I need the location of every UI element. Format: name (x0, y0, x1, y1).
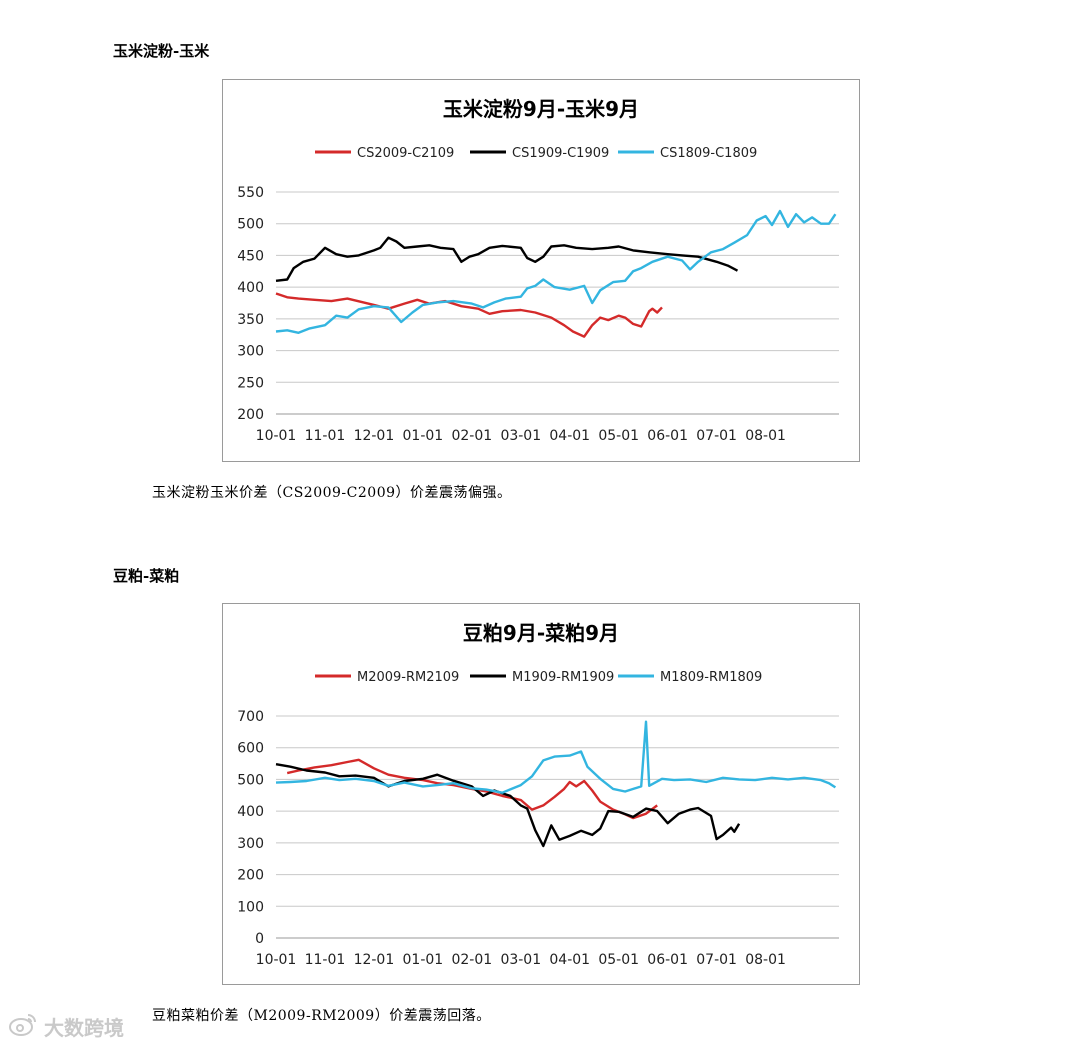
x-tick-label: 12-01 (354, 952, 395, 968)
y-tick-label: 700 (237, 709, 264, 725)
legend-label: M1909-RM1909 (512, 670, 614, 685)
x-tick-label: 11-01 (305, 428, 346, 444)
x-tick-label: 01-01 (403, 952, 444, 968)
y-tick-label: 500 (237, 772, 264, 788)
y-tick-label: 200 (237, 407, 264, 423)
y-tick-label: 350 (237, 312, 264, 328)
x-tick-label: 11-01 (305, 952, 346, 968)
y-tick-label: 400 (237, 280, 264, 296)
legend-entry: M1909-RM1909 (470, 670, 614, 685)
chart-corn-starch-spread: 玉米淀粉9月-玉米9月 CS2009-C2109 CS1909-C1909 CS180… (237, 97, 839, 444)
watermark-text: 大数跨境 (44, 1016, 124, 1040)
series-line (275, 292, 663, 338)
y-tick-label: 200 (237, 868, 264, 884)
series-line (275, 720, 837, 794)
x-tick-label: 05-01 (598, 952, 639, 968)
x-tick-label: 07-01 (696, 952, 737, 968)
legend-label: CS2009-C2109 (357, 146, 454, 161)
legend-entry: M2009-RM2109 (315, 670, 459, 685)
y-tick-label: 400 (237, 804, 264, 820)
y-tick-label: 300 (237, 836, 264, 852)
x-tick-label: 08-01 (745, 952, 786, 968)
legend-entry: M1809-RM1809 (618, 670, 762, 685)
caption-corn-starch: 玉米淀粉玉米价差（CS2009-C2009）价差震荡偏强。 (152, 485, 512, 501)
legend-label: M1809-RM1809 (660, 670, 762, 685)
legend-entry: CS1909-C1909 (470, 146, 609, 161)
x-tick-label: 12-01 (354, 428, 395, 444)
section-heading-meal: 豆粕-菜粕 (113, 567, 180, 585)
y-tick-label: 250 (237, 375, 264, 391)
y-tick-label: 300 (237, 344, 264, 360)
chart-title: 玉米淀粉9月-玉米9月 (443, 97, 639, 121)
legend-label: CS1909-C1909 (512, 146, 609, 161)
x-tick-label: 02-01 (451, 952, 492, 968)
chart-meal-spread: 豆粕9月-菜粕9月 M2009-RM2109 M1909-RM1909 M1809-R… (237, 621, 839, 968)
series-line (275, 209, 837, 334)
x-tick-label: 03-01 (500, 428, 541, 444)
x-tick-label: 02-01 (451, 428, 492, 444)
watermark: 大数跨境 (8, 1012, 124, 1041)
x-tick-label: 03-01 (500, 952, 541, 968)
y-tick-label: 100 (237, 899, 264, 915)
x-tick-label: 07-01 (696, 428, 737, 444)
y-tick-label: 550 (237, 185, 264, 201)
section-heading-corn-starch: 玉米淀粉-玉米 (113, 42, 210, 60)
x-tick-label: 04-01 (549, 952, 590, 968)
x-tick-label: 10-01 (256, 952, 297, 968)
x-tick-label: 06-01 (647, 428, 688, 444)
legend-label: M2009-RM2109 (357, 670, 459, 685)
caption-meal: 豆粕菜粕价差（M2009-RM2009）价差震荡回落。 (152, 1008, 491, 1024)
x-tick-label: 10-01 (256, 428, 297, 444)
weibo-logo-icon (8, 1012, 38, 1041)
legend-label: CS1809-C1809 (660, 146, 757, 161)
chart-title: 豆粕9月-菜粕9月 (463, 621, 619, 645)
x-tick-label: 06-01 (647, 952, 688, 968)
x-tick-label: 01-01 (403, 428, 444, 444)
series-line (275, 763, 741, 848)
y-tick-label: 450 (237, 248, 264, 264)
y-tick-label: 500 (237, 217, 264, 233)
chart-panel-corn-starch: 玉米淀粉9月-玉米9月 CS2009-C2109 CS1909-C1909 CS180… (222, 79, 860, 462)
y-tick-label: 0 (255, 931, 264, 947)
legend-entry: CS1809-C1809 (618, 146, 757, 161)
y-tick-label: 600 (237, 741, 264, 757)
x-tick-label: 04-01 (549, 428, 590, 444)
legend-entry: CS2009-C2109 (315, 146, 454, 161)
x-tick-label: 08-01 (745, 428, 786, 444)
chart-panel-meal: 豆粕9月-菜粕9月 M2009-RM2109 M1909-RM1909 M1809-R… (222, 603, 860, 985)
x-tick-label: 05-01 (598, 428, 639, 444)
series-line (275, 236, 739, 282)
